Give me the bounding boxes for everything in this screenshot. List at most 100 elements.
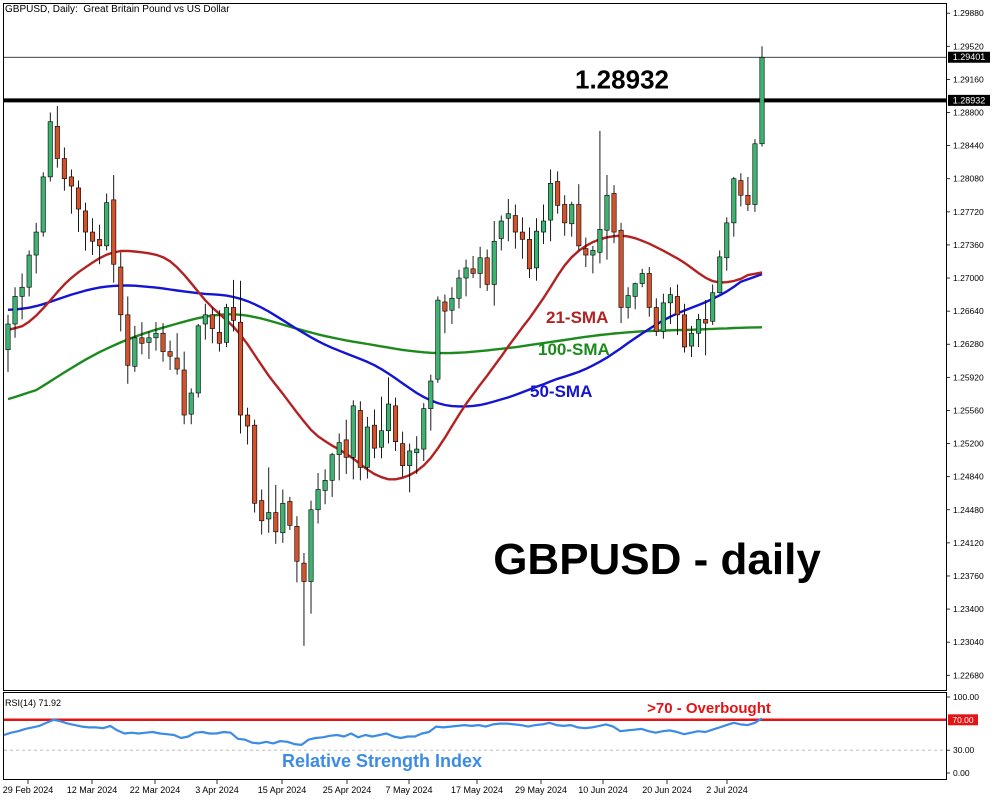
candle (132, 325, 138, 372)
y-tick-label: 1.29160 (953, 74, 984, 84)
candle-body (541, 220, 547, 233)
level-label: 1.28932 (575, 64, 669, 94)
candle (125, 296, 131, 384)
candle (618, 222, 624, 324)
current-price-tag: 1.29401 (948, 51, 990, 63)
x-tick-label: 29 Feb 2024 (3, 785, 54, 795)
candles (5, 46, 765, 646)
candle (667, 287, 673, 325)
candle-body (696, 319, 702, 334)
candle-body (202, 314, 208, 325)
level-price-tag: 1.28932 (948, 94, 990, 106)
candle-body (632, 283, 638, 297)
candle-body (75, 187, 81, 210)
y-tick-label: 1.27360 (953, 240, 984, 250)
candle-body (534, 230, 540, 269)
candle-body (674, 296, 680, 316)
candle (597, 130, 603, 264)
candle (674, 284, 680, 336)
candle-body (350, 405, 356, 458)
candle (33, 222, 39, 274)
candle-body (364, 426, 370, 468)
candle-body (90, 231, 96, 242)
candle-body (667, 294, 673, 304)
candle (639, 268, 645, 288)
candle-body (245, 414, 251, 427)
rsi-tick-label: 0.00 (953, 768, 970, 778)
candle (449, 287, 455, 325)
candle (188, 388, 194, 425)
candle-body (386, 403, 392, 431)
candle (541, 204, 547, 245)
candle-body (435, 299, 441, 380)
candle-body (604, 194, 610, 231)
candle-body (223, 307, 229, 343)
rsi-frame (3, 692, 947, 780)
rsi-series-label: Relative Strength Index (282, 751, 482, 771)
x-tick-label: 7 May 2024 (385, 785, 432, 795)
candle-body (97, 239, 103, 247)
candle (97, 224, 103, 265)
y-tick-label: 1.25200 (953, 439, 984, 449)
candle (181, 351, 187, 425)
candle (364, 416, 370, 479)
candle (19, 273, 25, 320)
candle (160, 323, 166, 362)
candle-body (329, 454, 335, 481)
candle-body (294, 526, 300, 562)
candle-body (724, 222, 730, 259)
candle (505, 198, 511, 242)
y-tick-label: 1.29880 (953, 8, 984, 18)
x-tick-label: 2 Jul 2024 (706, 785, 748, 795)
candle-body (160, 332, 166, 352)
candle (703, 300, 709, 356)
candle (646, 266, 652, 317)
candle-body (463, 267, 469, 279)
candle (442, 294, 448, 334)
candle (393, 397, 399, 451)
y-tick-label: 1.26280 (953, 339, 984, 349)
candle-body (5, 323, 11, 351)
candle-body (562, 204, 568, 224)
candle-body (491, 240, 497, 285)
candle-body (597, 228, 603, 253)
candle (350, 400, 356, 480)
candle (414, 436, 420, 474)
candle (512, 204, 518, 249)
candle (738, 173, 744, 207)
candle (548, 169, 554, 242)
candle-body (230, 307, 236, 321)
candle (174, 333, 180, 375)
candle (759, 46, 765, 147)
candle (526, 227, 532, 279)
candle (280, 489, 286, 543)
candle (322, 469, 328, 505)
candle (576, 184, 582, 251)
candle-body (470, 268, 476, 274)
candle-body (710, 292, 716, 322)
candle-body (153, 332, 159, 339)
candle (752, 139, 758, 212)
candle-body (216, 331, 222, 344)
candle (604, 175, 610, 260)
rsi-header: RSI(14) 71.92 (5, 698, 61, 708)
candle (68, 169, 74, 214)
candle (470, 255, 476, 279)
y-tick-label: 1.24840 (953, 472, 984, 482)
candle-body (576, 204, 582, 247)
candle (104, 193, 110, 251)
candle-body (519, 231, 525, 240)
candle (477, 246, 483, 289)
candle-body (40, 176, 46, 233)
candle (54, 106, 60, 168)
symbol-description: Great Britain Pound vs US Dollar (83, 4, 230, 15)
y-tick-label: 1.25560 (953, 405, 984, 415)
y-tick-label: 1.22680 (953, 670, 984, 680)
candle (146, 331, 152, 359)
candle (308, 500, 314, 614)
candle (731, 176, 737, 237)
candle (463, 259, 469, 297)
candle-body (273, 512, 279, 533)
candle (562, 195, 568, 236)
candle (202, 303, 208, 340)
